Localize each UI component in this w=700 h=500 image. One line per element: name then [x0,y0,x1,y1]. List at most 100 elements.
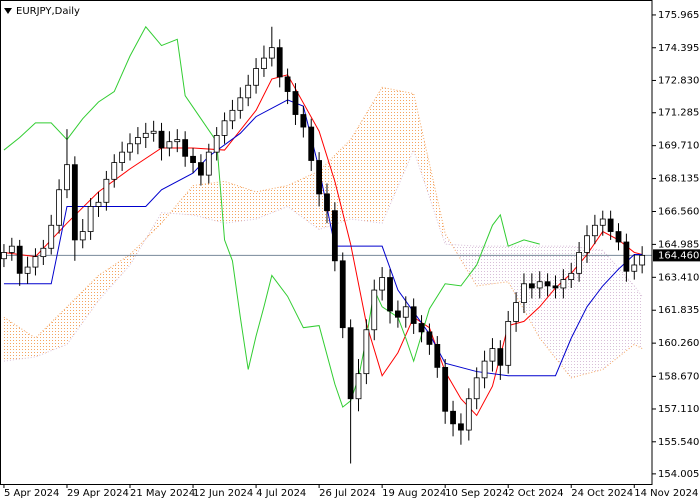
cloud-segment [161,185,194,224]
y-tick-label: 175.965 [658,10,699,21]
cloud-segment [35,306,67,357]
candle-body [347,327,354,400]
candle-body [591,224,598,237]
price-label-box [653,249,700,262]
candle-body [87,206,94,232]
x-tick-label: 2 Oct 2024 [508,488,563,499]
cloud-segment [445,233,477,286]
candle-body [489,348,496,362]
cloud-segment [382,87,414,224]
x-tick-label: 4 Jul 2024 [256,488,306,499]
x-tick-label: 29 Apr 2024 [67,488,129,499]
candle-body [434,344,441,368]
indicator-line [3,74,643,417]
candle-body [40,247,47,258]
cloud-segment [539,246,572,378]
indicator-line [3,25,540,408]
x-tick-label: 12 Jun 2024 [193,488,253,499]
x-tick-label: 26 Jul 2024 [319,488,376,499]
candle-body [229,109,236,122]
candle-body [261,57,267,69]
candle-body [8,245,15,253]
candle-body [576,252,583,274]
x-tick-label: 24 Oct 2024 [571,488,633,499]
cloud-segment [256,185,288,220]
candle-body [213,135,220,153]
y-tick-label: 168.135 [658,174,699,185]
price-label: 164.460 [658,250,699,261]
candle-body [584,235,590,253]
y-tick-label: 172.830 [658,75,699,86]
candle-body [410,306,417,324]
indicator-line [3,99,643,377]
candle-body [568,272,575,281]
plot-area [0,25,652,464]
candle-body [245,84,252,99]
y-tick-label: 158.670 [658,371,699,382]
symbol-menu-icon[interactable] [4,8,12,14]
cloud-segment [634,285,643,349]
cloud-segment [476,246,509,286]
candle-body [497,348,504,366]
cloud-segment [413,93,446,245]
cloud-segment [66,275,99,345]
candle-body [190,155,196,163]
candle-body [24,266,31,274]
x-tick-label: 19 Aug 2024 [382,488,446,499]
y-tick-label: 161.835 [658,305,699,316]
candle-body [237,97,244,111]
candle-body [166,141,173,149]
x-tick-label: 10 Sep 2024 [445,488,508,499]
y-tick-label: 154.005 [658,469,699,480]
candle-body [426,331,433,345]
candle-body [387,277,393,312]
candle-body [521,283,527,304]
candle-body [639,254,646,266]
candle-body [513,302,519,322]
candle-body [79,231,86,241]
y-tick-label: 155.540 [658,437,699,448]
candle-body [32,256,39,268]
candle-body [560,279,567,289]
plot-border [0,0,653,485]
candle-body [473,377,480,400]
candle-body [418,323,425,333]
x-tick-label: 21 May 2024 [130,488,195,499]
x-tick-label: 5 Apr 2024 [4,488,59,499]
cloud-segment [193,181,225,224]
cloud-segment [3,317,36,362]
candle-body [95,201,102,207]
candle-body [442,366,449,412]
y-tick-label: 174.395 [658,43,699,54]
candle-body [48,224,55,249]
candle-body [331,210,338,262]
candle-body [111,162,118,180]
candle-body [182,139,189,157]
cloud-segment [287,170,320,230]
candle-body [536,281,543,289]
chart-title: EURJPY,Daily [16,6,80,17]
y-tick-label: 160.260 [658,338,699,349]
cloud-segment [571,246,603,378]
cloud-segment [350,87,383,224]
candle-body [615,231,622,243]
candle-body [316,160,323,195]
candle-body [158,130,165,149]
candle-body [528,283,535,289]
candle-body [363,329,370,375]
candle-body [221,120,228,136]
y-tick-label: 171.285 [658,108,699,119]
candle-body [339,260,346,329]
candle-body [134,137,141,145]
candle-body [64,164,70,191]
candle-body [103,178,110,203]
candle-body [402,306,409,318]
candle-body [505,321,512,366]
candle-body [142,132,149,138]
candle-body [1,252,7,260]
candle-body [71,164,78,241]
candle-body [284,76,291,92]
cloud-segment [98,254,131,301]
candle-body [300,114,307,128]
candle-body [544,281,551,287]
